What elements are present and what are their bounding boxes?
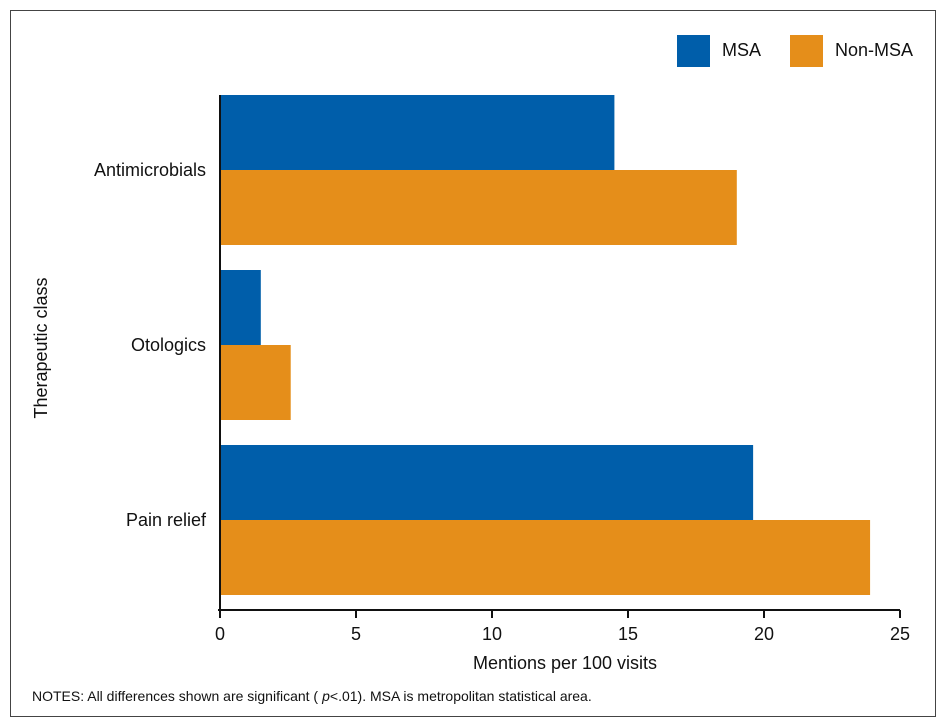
legend-swatch-non-msa: [790, 35, 823, 67]
notes-p-symbol: p: [322, 688, 330, 704]
legend-swatch-msa: [677, 35, 710, 67]
x-axis-title: Mentions per 100 visits: [473, 653, 657, 673]
legend-label: MSA: [722, 40, 761, 60]
x-tick-label: 15: [618, 624, 638, 644]
chart-notes: NOTES: All differences shown are signifi…: [32, 688, 592, 704]
x-tick-label: 0: [215, 624, 225, 644]
bar-antimicrobials-non-msa: [220, 170, 737, 245]
bar-pain-relief-msa: [220, 445, 754, 520]
y-axis-title: Therapeutic class: [31, 277, 51, 418]
notes-suffix: <.01). MSA is metropolitan statistical a…: [329, 688, 592, 704]
category-label: Otologics: [131, 335, 206, 355]
x-tick-label: 10: [482, 624, 502, 644]
x-tick-label: 5: [351, 624, 361, 644]
chart-frame: [10, 10, 936, 717]
notes-prefix: NOTES: All differences shown are signifi…: [32, 688, 319, 704]
category-label: Pain relief: [126, 510, 207, 530]
bar-pain-relief-non-msa: [220, 520, 871, 595]
legend-label: Non-MSA: [835, 40, 913, 60]
x-tick-label: 20: [754, 624, 774, 644]
x-tick-label: 25: [890, 624, 910, 644]
bar-antimicrobials-msa: [220, 95, 615, 170]
category-label: Antimicrobials: [94, 160, 206, 180]
bar-otologics-msa: [220, 270, 261, 345]
bar-otologics-non-msa: [220, 345, 291, 420]
